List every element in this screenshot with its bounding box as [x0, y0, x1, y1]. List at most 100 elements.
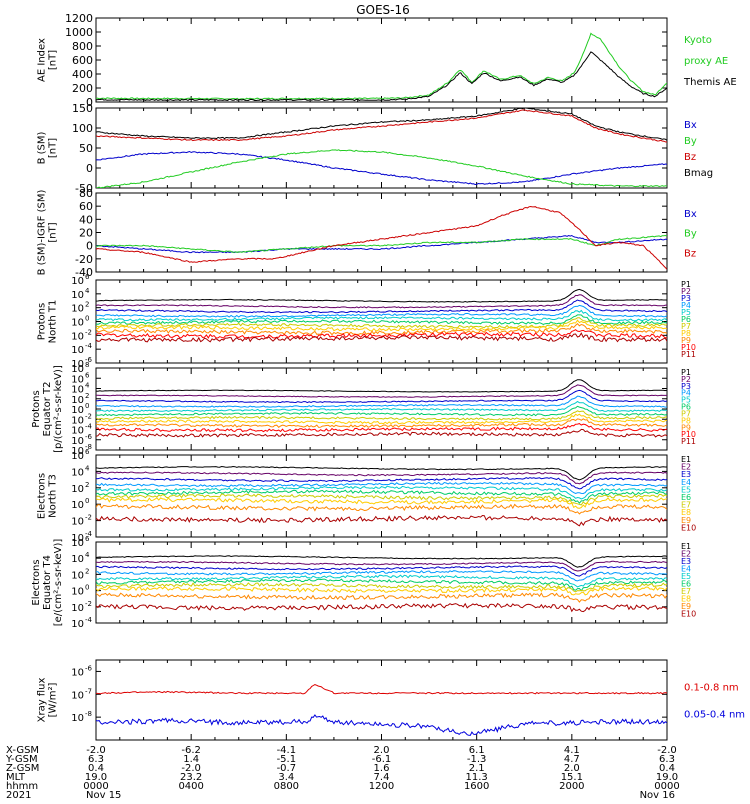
y-tick-label: 10	[71, 318, 84, 329]
channel-line-4	[96, 570, 667, 582]
legend-entry: P1	[681, 368, 691, 377]
footer-value: -2.0	[657, 745, 677, 756]
y-axis-label: Protons	[37, 303, 48, 340]
y-tick-label: 10	[71, 364, 84, 375]
channel-line-5	[96, 309, 667, 322]
y-tick-label: 1000	[65, 26, 93, 39]
footer-row-label: 2021	[6, 790, 31, 800]
y-tick-label: 100	[72, 122, 93, 135]
y-axis-label: [nT]	[48, 138, 59, 158]
footer-value: 7.4	[374, 772, 390, 783]
series-line-1	[96, 32, 667, 101]
y-tick-label: 40	[79, 213, 93, 226]
footer-value: 0.4	[659, 763, 675, 774]
panel-2: -50 0 50 100 150 B (SM) [nT] Bx By Bz Bmag	[37, 102, 714, 195]
y-tick-label: 150	[72, 102, 93, 115]
y-axis-label: Equator T2	[42, 382, 53, 437]
legend-entry: P3	[681, 382, 691, 391]
channel-line-3	[96, 389, 667, 404]
footer-row-label: MLT	[6, 772, 26, 783]
y-tick-exponent: -2	[85, 600, 92, 608]
legend-entry: E6	[681, 580, 691, 589]
footer-value: 19.0	[85, 772, 107, 783]
footer-row-label: X-GSM	[6, 745, 39, 756]
y-axis-label: B (SM)-IGRF (SM)	[37, 190, 48, 276]
legend-entry: Bx	[684, 209, 697, 220]
channel-line-4	[96, 304, 667, 318]
channel-line-3	[96, 299, 667, 314]
plot-area	[96, 555, 667, 613]
legend-entry: 0.05-0.4 nm	[684, 709, 745, 720]
y-tick-exponent: 2	[85, 481, 89, 489]
y-tick-exponent: -4	[85, 530, 93, 538]
legend-entry: By	[684, 136, 697, 147]
y-axis-label: Xray flux	[37, 678, 48, 723]
footer-value: 23.2	[180, 772, 202, 783]
footer-value: 6.3	[659, 754, 675, 765]
channel-line-3	[96, 477, 667, 490]
channel-line-2	[96, 294, 667, 309]
footer-value: -0.7	[277, 763, 297, 774]
footer-value: 1.4	[183, 754, 199, 765]
y-tick-label: 10	[71, 395, 84, 406]
y-tick-exponent: 6	[85, 371, 90, 379]
y-tick-exponent: -8	[85, 710, 92, 718]
panel-frame	[95, 107, 668, 189]
y-tick-exponent: -7	[85, 687, 92, 695]
y-tick-exponent: 0	[85, 584, 89, 592]
legend-entry: P10	[681, 343, 696, 352]
y-tick-label: 80	[79, 187, 93, 200]
channel-line-1	[96, 288, 667, 303]
footer-value: -6.2	[181, 745, 201, 756]
legend-entry: E4	[681, 478, 691, 487]
legend-entry: E10	[681, 523, 696, 532]
legend-entry: E1	[681, 542, 691, 551]
y-tick-label: 10	[71, 517, 84, 528]
plot-area	[96, 288, 667, 343]
y-tick-label: 20	[79, 227, 93, 240]
legend-entry: Bz	[684, 152, 696, 163]
y-tick-label: 10	[71, 331, 84, 342]
y-tick-label: 10	[71, 415, 84, 426]
footer-value: 0400	[178, 781, 203, 792]
footer-value: 1200	[369, 781, 394, 792]
series-line-2	[96, 51, 667, 102]
y-tick-label: 10	[71, 385, 84, 396]
y-tick-exponent: -6	[85, 356, 93, 364]
channel-line-9	[96, 592, 667, 603]
y-tick-label: 10	[71, 667, 84, 678]
y-tick-exponent: 0	[85, 497, 89, 505]
legend-entry: P11	[681, 437, 696, 446]
series-line-1	[96, 234, 667, 254]
y-tick-label: -50	[75, 182, 93, 195]
y-tick-label: -40	[75, 266, 93, 279]
legend-entry: Themis AE	[683, 77, 737, 88]
y-tick-label: 10	[71, 446, 84, 457]
channel-line-10	[96, 423, 667, 433]
legend-entry: E8	[681, 508, 691, 517]
y-tick-label: 0	[86, 96, 93, 109]
legend-entry: 0.1-0.8 nm	[684, 683, 739, 694]
series-line-1	[96, 684, 667, 695]
legend-entry: P6	[681, 315, 691, 324]
y-tick-exponent: 0	[85, 315, 89, 323]
series-line-2	[96, 234, 667, 254]
legend-entry: E7	[681, 587, 691, 596]
panel-frame	[95, 17, 668, 103]
y-tick-label: 10	[71, 538, 84, 549]
channel-line-8	[96, 319, 667, 332]
channel-line-8	[96, 413, 667, 425]
legend-entry: Bmag	[684, 168, 713, 179]
channel-line-5	[96, 485, 667, 500]
legend-entry: P11	[681, 350, 696, 359]
channel-line-10	[96, 514, 667, 527]
legend-entry: P5	[681, 396, 691, 405]
legend-entry: P8	[681, 329, 691, 338]
footer-value: -5.1	[277, 754, 297, 765]
footer-value: 1600	[464, 781, 489, 792]
channel-line-7	[96, 582, 667, 593]
y-tick-exponent: 2	[85, 392, 89, 400]
